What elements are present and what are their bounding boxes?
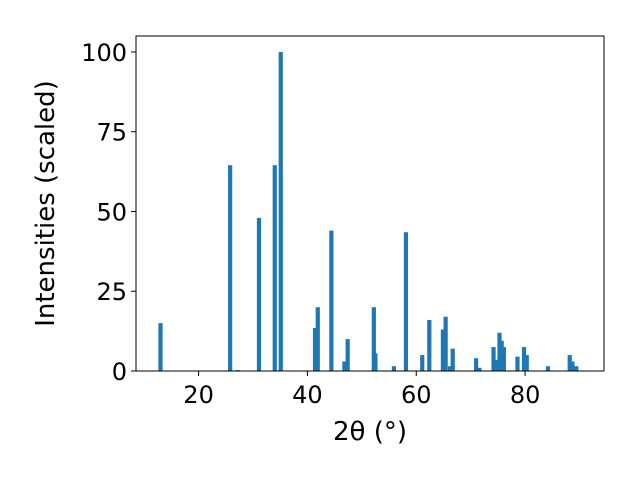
bars-group xyxy=(158,51,579,371)
bar xyxy=(567,355,572,371)
x-axis-label: 2θ (°) xyxy=(333,417,407,447)
y-tick-label: 75 xyxy=(96,119,127,147)
bar xyxy=(574,366,579,371)
bar xyxy=(491,347,496,371)
bar xyxy=(515,356,520,371)
y-axis-label: Intensities (scaled) xyxy=(31,80,61,327)
bar xyxy=(272,165,277,371)
bar xyxy=(521,347,527,371)
bar xyxy=(545,366,551,371)
bar xyxy=(493,359,498,371)
bar xyxy=(345,339,350,371)
plot-frame xyxy=(135,35,605,372)
y-tick-label: 100 xyxy=(81,39,127,67)
bar xyxy=(440,329,446,371)
bar xyxy=(501,347,506,371)
bar xyxy=(329,230,334,371)
y-tick-label: 50 xyxy=(96,198,127,226)
bar xyxy=(474,358,479,371)
y-tick-label: 25 xyxy=(96,278,127,306)
bar xyxy=(477,367,482,371)
bar xyxy=(450,348,455,371)
bar xyxy=(427,319,432,371)
x-tick-label: 20 xyxy=(183,381,214,409)
bar xyxy=(228,165,233,371)
x-tick-label: 80 xyxy=(510,381,541,409)
bar xyxy=(256,217,262,371)
bar xyxy=(315,307,320,371)
x-ticks: 20 40 60 80 xyxy=(183,371,540,409)
x-tick-label: 40 xyxy=(292,381,323,409)
bar xyxy=(420,355,425,371)
bar xyxy=(391,366,397,371)
bar xyxy=(158,323,163,371)
bar xyxy=(278,51,283,371)
bar xyxy=(312,327,318,371)
bar xyxy=(403,232,409,371)
x-tick-label: 60 xyxy=(401,381,432,409)
bar xyxy=(447,366,453,371)
bar xyxy=(524,355,529,371)
bar xyxy=(373,353,378,371)
bar xyxy=(497,332,502,371)
y-tick-label: 0 xyxy=(112,358,127,386)
bar xyxy=(342,361,347,371)
bar xyxy=(570,361,575,371)
bar xyxy=(499,340,504,371)
bar xyxy=(371,307,376,371)
y-ticks: 0 25 50 75 100 xyxy=(81,39,136,386)
bar xyxy=(443,316,448,371)
